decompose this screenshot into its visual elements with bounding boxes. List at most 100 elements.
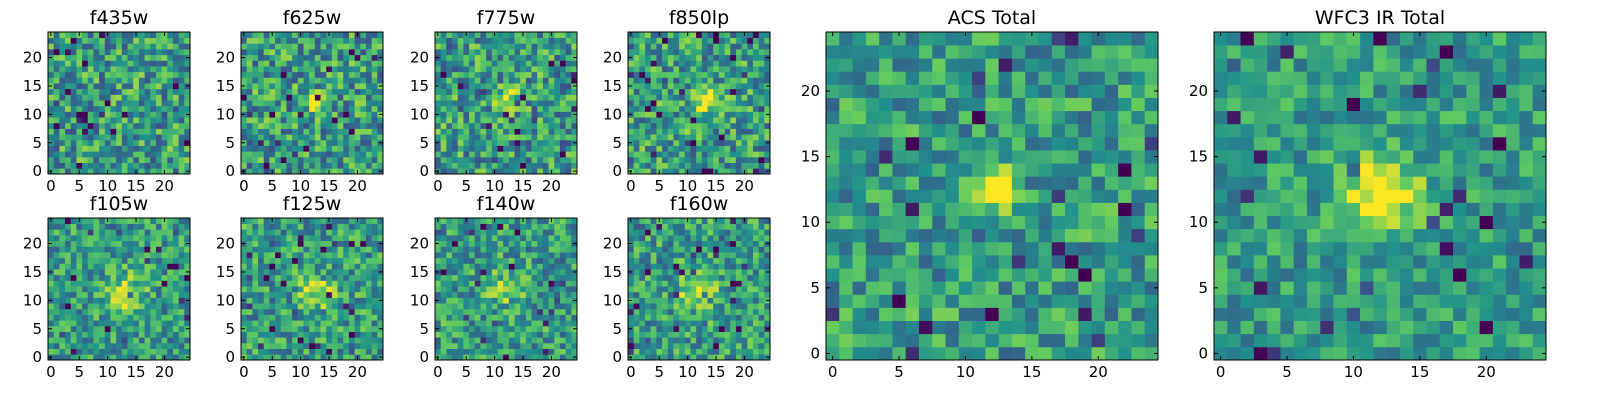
heatmap-cell [724,105,731,112]
heatmap-cell [297,269,304,276]
heatmap-cell [167,342,174,349]
heatmap-cell [280,229,287,236]
heatmap-cell [486,235,493,242]
heatmap-cell [645,331,652,338]
heatmap-cell [104,325,111,332]
heatmap-cell [525,88,532,95]
heatmap-cell [172,88,179,95]
heatmap-cell [309,54,316,61]
heatmap-cell [497,229,504,236]
heatmap-cell [667,32,674,39]
heatmap-cell [87,77,94,84]
heatmap-cell [735,337,742,344]
heatmap-cell [161,88,168,95]
heatmap-cell [764,337,771,344]
heatmap-cell [764,331,771,338]
heatmap-cell [480,71,487,78]
heatmap-cell [469,342,476,349]
heatmap-cell [503,49,510,56]
heatmap-cell [104,49,111,56]
heatmap-cell [48,77,55,84]
heatmap-cell [679,134,686,141]
heatmap-cell [348,66,355,73]
heatmap-cell [520,325,527,332]
heatmap-cell [99,43,106,50]
heatmap-cell [286,117,293,124]
heatmap-cell [286,331,293,338]
heatmap-cell [503,43,510,50]
heatmap-cell [337,54,344,61]
heatmap-cell [491,308,498,315]
heatmap-cell [76,314,83,321]
heatmap-cell [116,325,123,332]
heatmap-cell [667,71,674,78]
heatmap-cell [747,325,754,332]
heatmap-cell [326,94,333,101]
heatmap-cell [138,325,145,332]
heatmap-cell [53,83,60,90]
heatmap-cell [554,139,561,146]
heatmap-cell [696,286,703,293]
heatmap-cell [155,354,162,361]
heatmap-cell [497,94,504,101]
heatmap-cell [565,218,572,225]
heatmap-cell [87,156,94,163]
heatmap-cell [446,139,453,146]
heatmap-cell [87,246,94,253]
heatmap-cell [463,71,470,78]
heatmap-cell [87,297,94,304]
heatmap-cell [172,32,179,39]
heatmap-cell [280,111,287,118]
heatmap-cell [679,77,686,84]
heatmap-cell [486,156,493,163]
heatmap-cell [309,49,316,56]
heatmap-cell [531,286,538,293]
heatmap-cell [258,43,265,50]
heatmap-cell [531,139,538,146]
heatmap-cell [525,269,532,276]
heatmap-cell [628,88,635,95]
heatmap-cell [121,88,128,95]
heatmap-cell [133,297,140,304]
heatmap-cell [127,229,134,236]
heatmap-cell [258,257,265,264]
heatmap-cell [337,60,344,67]
heatmap-cell [480,320,487,327]
heatmap-cell [178,246,185,253]
heatmap-cell [303,32,310,39]
heatmap-cell [508,49,515,56]
heatmap-cell [690,291,697,298]
heatmap-cell [730,156,737,163]
heatmap-cell [497,354,504,361]
heatmap-cell [758,83,765,90]
heatmap-cell [246,303,253,310]
heatmap-cell [537,308,544,315]
heatmap-cell [65,37,72,44]
heatmap-cell [360,54,367,61]
heatmap-cell [656,134,663,141]
heatmap-cell [59,320,66,327]
heatmap-cell [554,348,561,355]
heatmap-cell [525,128,532,135]
heatmap-cell [650,139,657,146]
heatmap-cell [446,320,453,327]
heatmap-cell [741,37,748,44]
heatmap-cell [155,32,162,39]
heatmap-cell [303,269,310,276]
heatmap-cell [348,286,355,293]
heatmap-cell [59,274,66,281]
heatmap-cell [314,139,321,146]
heatmap-cell [371,257,378,264]
heatmap-cell [656,342,663,349]
heatmap-cell [53,71,60,78]
heatmap-cell [161,77,168,84]
heatmap-cell [280,66,287,73]
heatmap-cell [730,308,737,315]
heatmap-cell [457,331,464,338]
heatmap-cell [747,128,754,135]
heatmap-cell [53,354,60,361]
heatmap-cell [82,156,89,163]
heatmap-cell [116,337,123,344]
heatmap-cell [747,117,754,124]
heatmap-cell [48,320,55,327]
